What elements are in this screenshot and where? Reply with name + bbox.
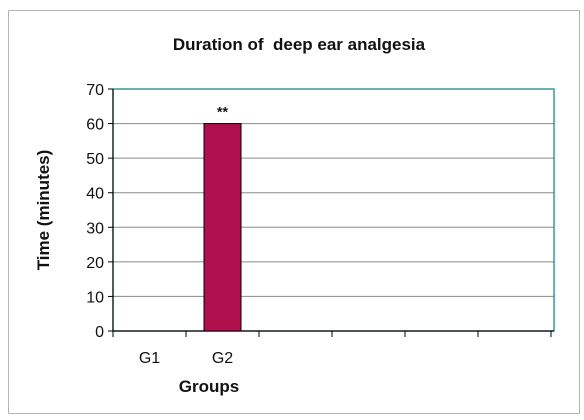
y-tick-label: 0 <box>95 324 104 341</box>
bar-g2 <box>203 123 242 332</box>
x-tick-label: G2 <box>212 350 233 367</box>
chart-title: Duration of deep ear analgesia <box>173 35 426 54</box>
chart-frame: Duration of deep ear analgesia 0 10 20 30 40… <box>8 10 580 414</box>
y-tick-label: 20 <box>86 255 104 272</box>
chart: Duration of deep ear analgesia 0 10 20 30 40… <box>34 35 555 396</box>
data-label: ** <box>217 104 228 120</box>
y-tick-label: 40 <box>86 186 104 203</box>
bars <box>203 123 242 332</box>
plot-area-border <box>112 88 555 332</box>
axes <box>108 88 554 337</box>
x-axis-label: Groups <box>179 377 239 396</box>
y-tick-label: 60 <box>86 117 104 134</box>
x-tick-labels: G1 G2 <box>139 350 233 367</box>
x-tick-label: G1 <box>139 350 160 367</box>
y-tick-label: 50 <box>86 151 104 168</box>
y-tick-label: 70 <box>86 82 104 99</box>
y-tick-label: 30 <box>86 220 104 237</box>
y-tick-labels: 0 10 20 30 40 50 60 70 <box>86 82 104 341</box>
y-axis-label: Time (minutes) <box>34 150 53 271</box>
data-labels: ** <box>217 104 228 120</box>
gridlines <box>113 123 554 297</box>
y-tick-label: 10 <box>86 289 104 306</box>
